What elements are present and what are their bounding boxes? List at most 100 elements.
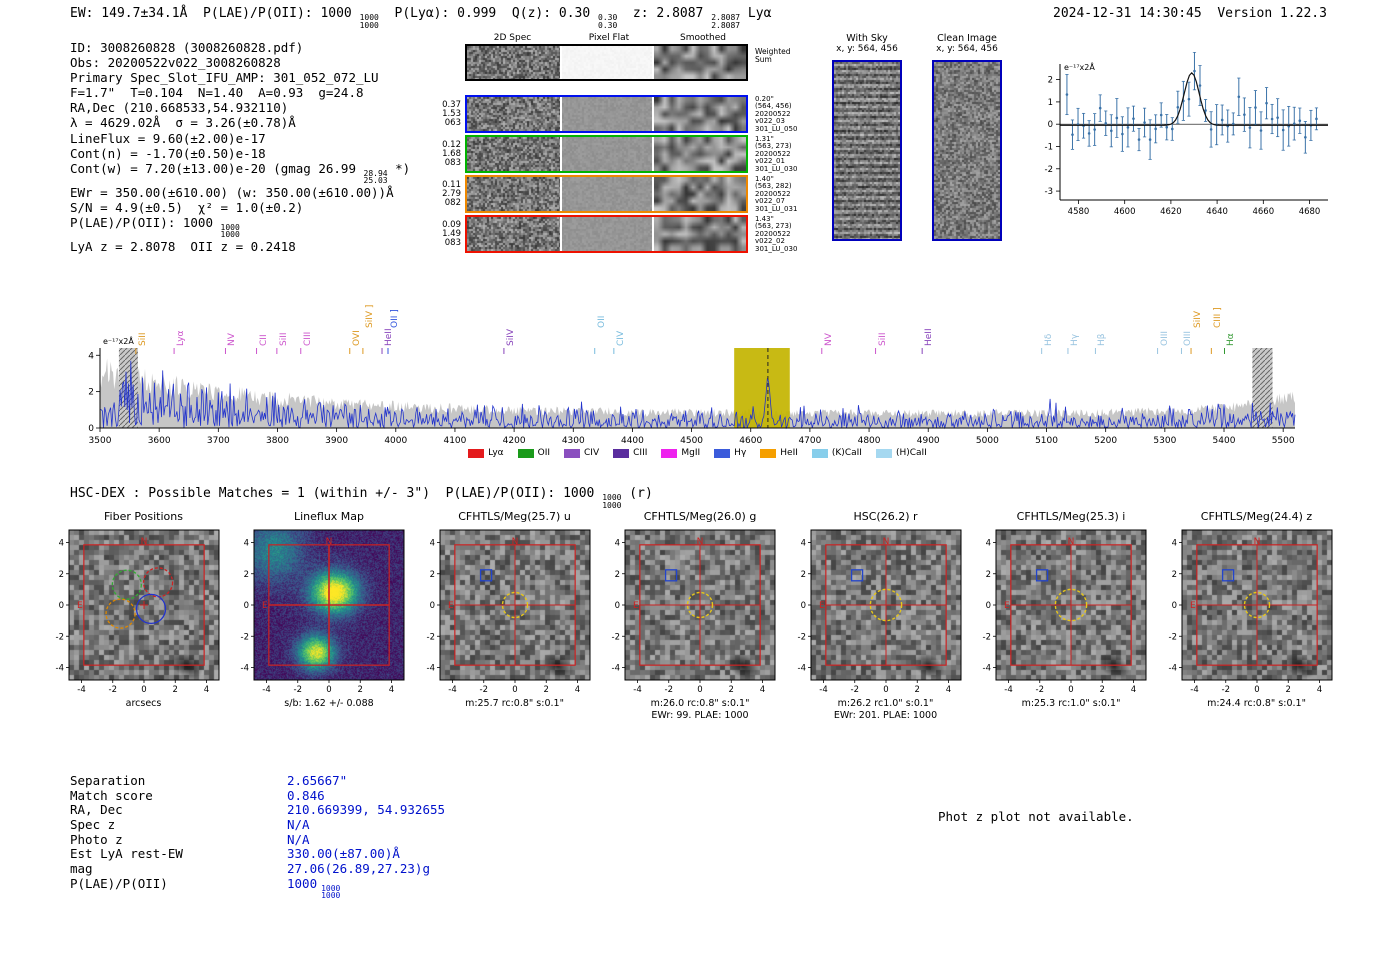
text-shape: -4 — [797, 664, 805, 674]
row-value: N/A — [287, 817, 310, 832]
text-shape: 4200 — [503, 436, 526, 446]
text-shape: -2 — [665, 685, 673, 695]
text-shape: -4 — [55, 664, 63, 674]
cutout-overlay-svg: -4 -4 -2 -2 0 0 2 2 4 4 N E — [426, 529, 590, 695]
left-label-line: 0.11 — [442, 180, 461, 190]
data-point — [1276, 116, 1279, 119]
text-shape: -2 — [241, 632, 249, 642]
row-label: RA, Dec — [70, 802, 123, 818]
text-shape: 4 — [615, 539, 620, 549]
text-shape: 4900 — [917, 436, 940, 446]
text-shape: -2 — [983, 632, 991, 642]
compass-north: N — [882, 537, 889, 547]
legend-item: OII — [517, 448, 550, 458]
row-value-text: 210.669399, 54.932655 — [287, 802, 446, 818]
row-label: P(LAE)/P(OII) — [70, 875, 168, 891]
row-value: N/A — [287, 832, 310, 847]
data-point — [1254, 106, 1257, 109]
cutout-title: HSC(26.2) r — [853, 510, 918, 523]
stack-line: 1000 — [220, 222, 240, 232]
text-shape: -2 — [294, 685, 302, 695]
text-shape: 5100 — [1035, 436, 1058, 446]
catalog-match-box — [850, 569, 863, 582]
emission-line-label: CIII — [302, 331, 313, 346]
summary-header-text: EW: 149.7±34.1Å P(LAE)/P(OII): 1000 — [70, 6, 360, 21]
right-label-line: (564, 456) — [755, 102, 792, 111]
text-shape: -4 — [819, 685, 827, 695]
text-shape: 4 — [1171, 539, 1176, 549]
extraction-box — [82, 544, 205, 666]
text-shape: -1 — [1045, 142, 1053, 152]
sky-panel-image-frame — [932, 60, 1002, 241]
text-shape: -2 — [797, 632, 805, 642]
left-label-line: 063 — [444, 118, 461, 128]
data-point — [1187, 97, 1191, 101]
legend-item: (K)CaII — [811, 448, 862, 458]
data-point — [1132, 117, 1135, 120]
compass-north: N — [140, 537, 147, 547]
data-point — [1093, 128, 1096, 131]
data-point — [1098, 106, 1102, 110]
stack-line: 0.30 — [598, 13, 618, 22]
row-value-text: N/A — [287, 831, 310, 847]
data-point — [1298, 119, 1302, 123]
2d-spec-panel: 2D Spec Pixel Flat Smoothed Weighted Sum 0.37… — [442, 30, 803, 262]
catalog-match-box — [1035, 569, 1049, 582]
data-point — [1304, 135, 1307, 139]
emission-line-label: Hγ — [1069, 333, 1080, 346]
stack-line: 1000 — [359, 13, 379, 22]
text-shape: 3800 — [266, 436, 289, 446]
text-shape: 0 — [512, 685, 517, 695]
text-shape: 2 — [58, 570, 63, 580]
cutout-title: CFHTLS/Meg(26.0) g — [643, 510, 757, 523]
legend-label: (H)CaII — [895, 448, 927, 458]
text-shape: -2 — [108, 685, 116, 695]
weighted-sum-line: Weighted — [755, 47, 791, 56]
text-shape: -2 — [55, 632, 63, 642]
text-shape: 4300 — [562, 436, 585, 446]
emission-line-label: Hα — [1226, 333, 1237, 346]
pixelflat-image-canvas — [562, 46, 652, 79]
stack-line: 1000 — [220, 230, 240, 240]
row-label: Spec z — [70, 817, 116, 833]
text-shape: 4 — [986, 539, 991, 549]
text-shape: -4 — [448, 685, 456, 695]
compass-north: N — [1253, 537, 1260, 547]
smoothed-image-canvas — [654, 46, 746, 79]
data-point — [1198, 84, 1202, 87]
text-shape: 4 — [203, 685, 208, 695]
compass-east: E — [633, 601, 639, 611]
summary-header-stack: 2.8087 2.8087 — [711, 14, 740, 29]
right-label-line: v022_03 — [755, 117, 785, 126]
text-shape: 0 — [244, 601, 249, 611]
spec2d-row-right-label: 1.31" (563, 273) 20200522 v022_01 301_LU_030 — [755, 135, 798, 173]
text-shape: -2 — [1221, 685, 1229, 695]
legend-swatch — [760, 448, 777, 458]
rect-shape — [624, 529, 776, 681]
text-shape: -2 — [1036, 685, 1044, 695]
data-point — [1143, 121, 1146, 124]
emission-line-label: OII — [596, 315, 607, 328]
row-value-text: 2.65667" — [287, 773, 348, 788]
legend-swatch — [613, 448, 630, 458]
text-shape: -4 — [612, 664, 620, 674]
text-shape: 0 — [800, 601, 805, 611]
text-shape: 4800 — [858, 436, 881, 446]
right-label-line: 301_LU_031 — [755, 204, 798, 213]
legend-swatch — [875, 448, 892, 458]
right-label-line: 20200522 — [755, 189, 791, 198]
text-shape: 0 — [326, 685, 331, 695]
text-shape: 2 — [244, 570, 249, 580]
data-point — [1109, 129, 1113, 133]
info-line-text: S/N = 4.9(±0.5) χ² = 1.0(±0.2) — [70, 199, 304, 215]
row-label: Photo z — [70, 831, 123, 847]
right-label-line: 301_LU_030 — [755, 164, 798, 173]
fiber-circle — [135, 593, 166, 625]
legend-item: (H)CaII — [875, 448, 927, 458]
right-label-line: 0.20" — [755, 95, 774, 103]
info-line: S/N = 4.9(±0.5) χ² = 1.0(±0.2) — [70, 200, 410, 215]
emission-line-label: SiII — [877, 332, 888, 346]
